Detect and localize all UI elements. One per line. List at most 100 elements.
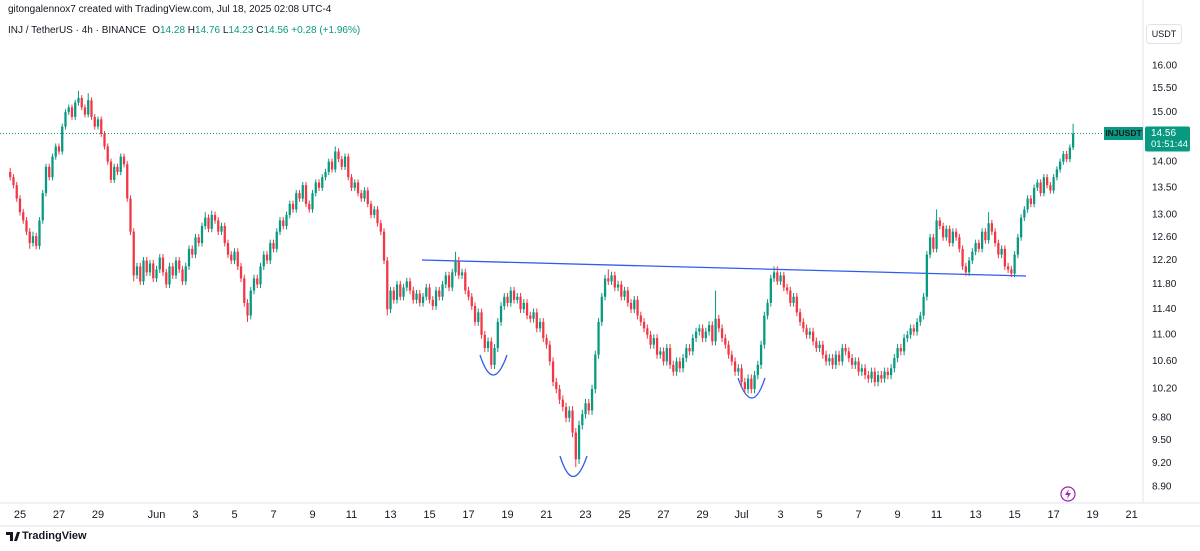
candle-body <box>425 287 428 297</box>
candle-body <box>415 293 418 300</box>
candle-body <box>262 254 265 267</box>
candle-body <box>139 266 142 282</box>
watermark: gitongalennox7 created with TradingView.… <box>8 4 332 15</box>
candle-body <box>217 220 220 232</box>
candle-body <box>321 177 324 188</box>
candle-body <box>1042 177 1045 194</box>
candle-body <box>106 146 109 162</box>
change-percent: (+1.96%) <box>319 25 361 36</box>
candle-body <box>880 375 883 379</box>
x-tick-label: Jun <box>148 509 166 521</box>
alert-icon <box>1060 486 1076 502</box>
candle-body <box>18 198 22 213</box>
candle-body <box>746 378 750 390</box>
currency-button[interactable]: USDT <box>1146 24 1182 44</box>
candle-body <box>285 214 288 227</box>
candle-body <box>259 266 262 285</box>
candle-body <box>447 275 451 288</box>
candle-body <box>941 226 945 238</box>
candle-body <box>337 151 340 160</box>
candle-body <box>1010 269 1013 274</box>
candle-body <box>64 112 67 127</box>
candle-body <box>522 302 525 310</box>
candle-body <box>96 119 100 127</box>
candle-body <box>233 251 236 261</box>
candle-body <box>1036 182 1039 188</box>
tradingview-logo <box>6 532 20 541</box>
candle-body <box>395 284 399 300</box>
candle-body <box>327 161 330 173</box>
candle-body <box>714 318 717 342</box>
candle-body <box>883 371 886 379</box>
candle-body <box>750 378 753 390</box>
candle-body <box>857 361 860 372</box>
candle-body <box>168 266 171 285</box>
candle-body <box>629 302 633 310</box>
candle-body <box>753 375 756 390</box>
candle-body <box>707 325 711 332</box>
x-tick-label: 21 <box>1125 509 1137 521</box>
candle-body <box>694 331 698 339</box>
candle-body <box>1013 254 1016 274</box>
candle-body <box>668 348 672 365</box>
candle-body <box>613 275 616 288</box>
candle-body <box>38 220 41 246</box>
candle-body <box>330 161 334 170</box>
y-tick-label: 15.50 <box>1152 83 1177 94</box>
candle-body <box>174 260 178 276</box>
neckline <box>421 259 1027 277</box>
candle-body <box>698 328 701 332</box>
candle-body <box>51 156 54 178</box>
candle-body <box>467 290 470 297</box>
candle-body <box>288 203 291 215</box>
x-tick-label: 13 <box>969 509 981 521</box>
countdown: 01:51:44 <box>1151 139 1188 150</box>
candle-body <box>74 102 77 117</box>
ohlc-letter: C <box>256 25 264 36</box>
x-tick-label: 9 <box>895 509 901 521</box>
candle-body <box>301 185 304 199</box>
candle-body <box>366 190 369 204</box>
candle-body <box>278 220 282 232</box>
candle-body <box>1003 248 1006 267</box>
candle-body <box>291 203 295 210</box>
candle-body <box>386 260 389 310</box>
candle-body <box>295 193 298 210</box>
candle-body <box>246 302 249 316</box>
x-tick-label: 27 <box>657 509 669 521</box>
candle-body <box>912 328 915 332</box>
x-tick-label: 17 <box>1047 509 1059 521</box>
candle-body <box>587 403 590 411</box>
x-tick-label: 15 <box>423 509 435 521</box>
candle-body <box>509 290 512 303</box>
x-tick-label: 29 <box>92 509 104 521</box>
candle-body <box>782 275 785 288</box>
candle-body <box>545 338 548 345</box>
candle-body <box>57 146 61 152</box>
candle-body <box>486 341 490 349</box>
candle-body <box>984 231 987 241</box>
candle-body <box>145 260 148 273</box>
candle-body <box>369 203 373 215</box>
candle-body <box>610 275 613 282</box>
candle-body <box>977 243 980 249</box>
candle-body <box>441 284 444 297</box>
candle-body <box>161 257 165 273</box>
candle-body <box>743 382 746 390</box>
candle-body <box>389 290 392 310</box>
candle-body <box>512 290 516 300</box>
ohlc-letter: L <box>222 25 229 36</box>
candle-body <box>308 203 311 210</box>
candle-body <box>431 299 434 307</box>
candle-body <box>226 243 230 255</box>
candle-body <box>574 432 577 460</box>
candle-body <box>863 368 867 376</box>
candle-body <box>896 348 899 359</box>
candle-body <box>792 296 795 303</box>
x-tick-label: 25 <box>14 509 26 521</box>
candle-body <box>642 321 646 329</box>
candle-body <box>392 290 395 300</box>
candle-body <box>516 296 519 300</box>
candle-body <box>376 209 379 224</box>
y-tick-label: 11.00 <box>1152 329 1177 340</box>
